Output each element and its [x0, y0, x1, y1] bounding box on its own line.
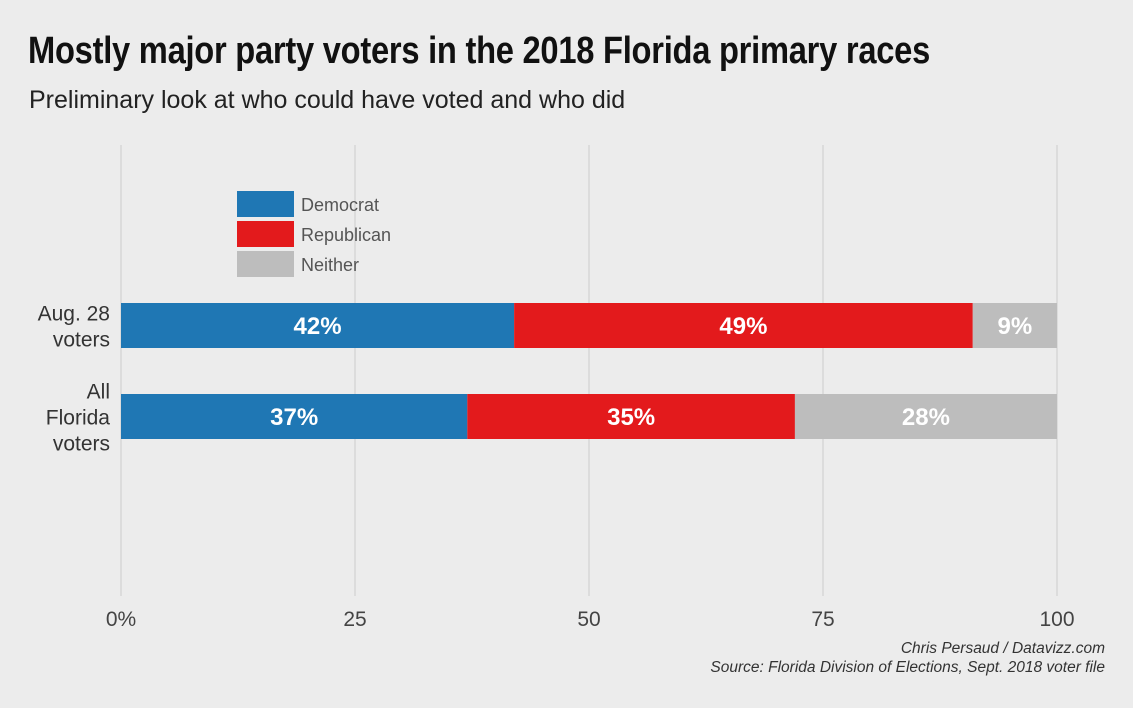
data-label: 42% — [294, 313, 342, 340]
bar-segment — [121, 303, 515, 348]
chart-title: Mostly major party voters in the 2018 Fl… — [28, 30, 930, 72]
category-label: All Florida voters — [46, 381, 111, 456]
source-credit: Source: Florida Division of Elections, S… — [710, 659, 1105, 676]
x-tick-label: 100 — [1039, 608, 1074, 631]
bar-segment — [972, 303, 1057, 348]
author-credit: Chris Persaud / Datavizz.com — [900, 640, 1105, 657]
legend-swatch — [237, 251, 294, 277]
bar-segment — [794, 394, 1057, 439]
x-tick-label: 50 — [577, 608, 600, 631]
x-tick-label: 25 — [343, 608, 366, 631]
data-label: 49% — [719, 313, 767, 340]
legend-swatch — [237, 191, 294, 217]
bar-segment — [514, 303, 973, 348]
legend-label: Neither — [301, 255, 359, 275]
data-label: 9% — [998, 313, 1033, 340]
legend-label: Democrat — [301, 195, 379, 215]
legend-swatch — [237, 221, 294, 247]
bar-segment — [467, 394, 795, 439]
bar-segment — [121, 394, 468, 439]
x-tick-label: 0% — [106, 608, 136, 631]
category-label: Aug. 28 voters — [38, 303, 110, 352]
data-label: 35% — [607, 404, 655, 431]
data-label: 28% — [902, 404, 950, 431]
data-label: 37% — [270, 404, 318, 431]
x-tick-label: 75 — [811, 608, 834, 631]
legend-label: Republican — [301, 225, 391, 245]
chart-subtitle: Preliminary look at who could have voted… — [29, 86, 626, 114]
